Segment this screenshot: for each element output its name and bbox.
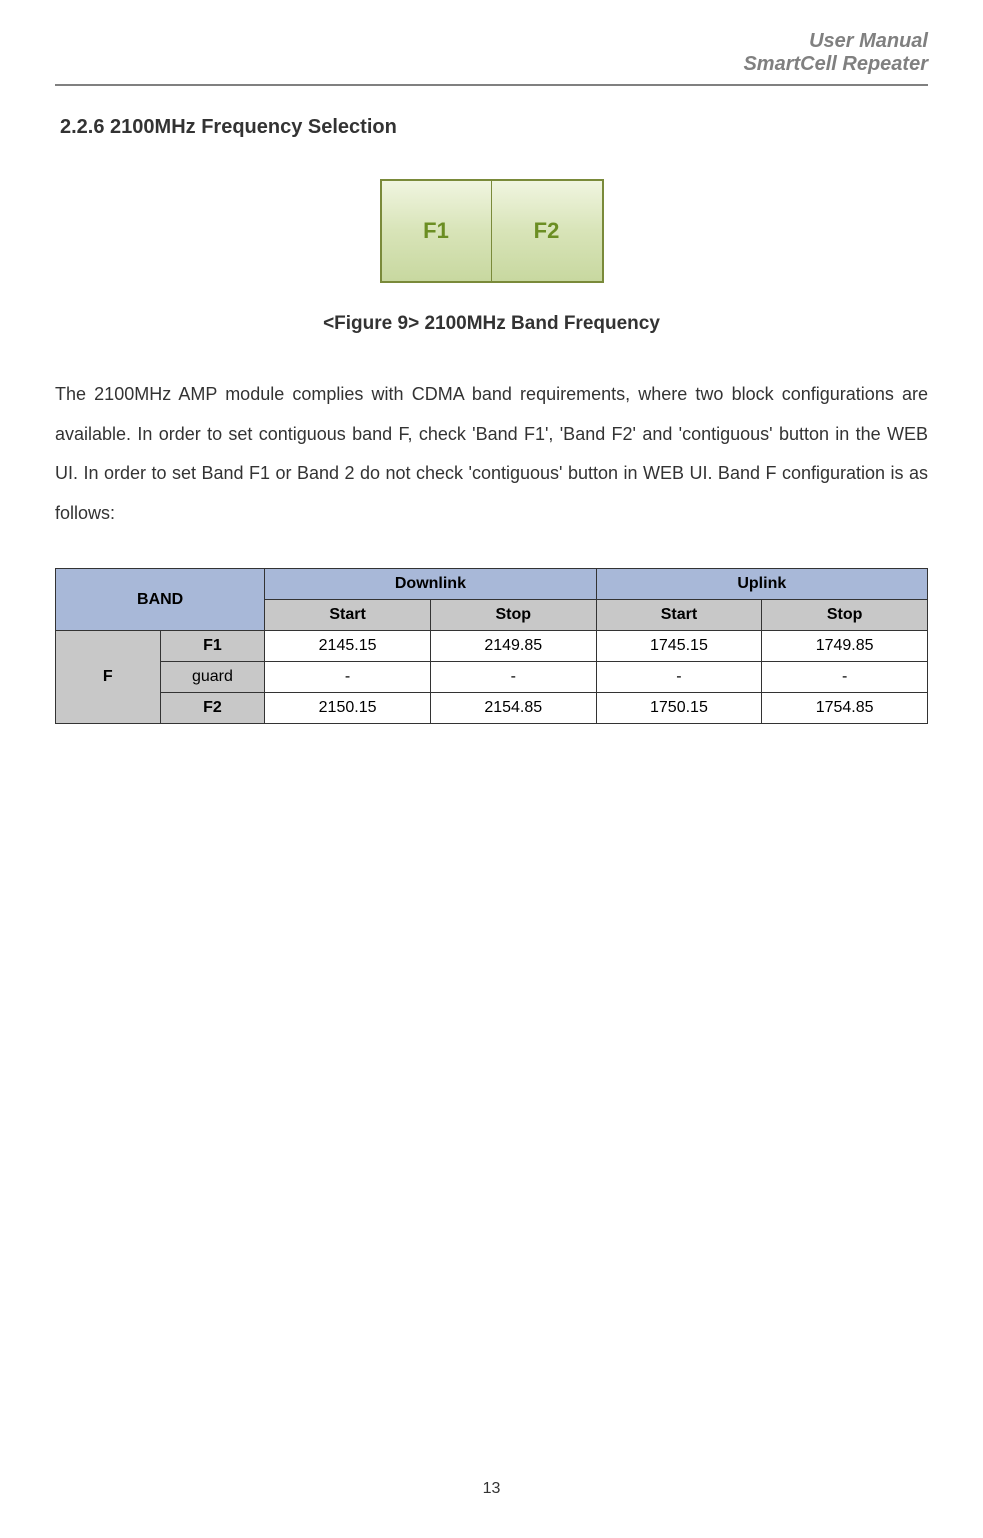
frequency-button-f1[interactable]: F1 [382, 181, 492, 281]
table-data-cell: 2149.85 [430, 631, 596, 662]
table-row: F2 2150.15 2154.85 1750.15 1754.85 [56, 693, 928, 724]
table-row: guard - - - - [56, 662, 928, 693]
table-data-cell: 1745.15 [596, 631, 762, 662]
section-heading: 2.2.6 2100MHz Frequency Selection [60, 116, 928, 139]
table-subband-cell: F2 [160, 693, 265, 724]
body-paragraph: The 2100MHz AMP module complies with CDM… [55, 375, 928, 533]
frequency-button-f2[interactable]: F2 [492, 181, 602, 281]
table-data-cell: - [596, 662, 762, 693]
table-data-cell: 2150.15 [265, 693, 431, 724]
table-band-cell: F [56, 631, 161, 724]
document-header: User Manual SmartCell Repeater [55, 30, 928, 76]
header-divider [55, 84, 928, 86]
table-data-cell: - [430, 662, 596, 693]
frequency-table: BAND Downlink Uplink Start Stop Start St… [55, 568, 928, 724]
table-data-cell: 2154.85 [430, 693, 596, 724]
table-data-cell: 2145.15 [265, 631, 431, 662]
table-data-cell: 1754.85 [762, 693, 928, 724]
table-data-cell: - [265, 662, 431, 693]
table-header-dl-stop: Stop [430, 600, 596, 631]
table-header-ul-stop: Stop [762, 600, 928, 631]
table-data-cell: 1749.85 [762, 631, 928, 662]
table-row: F F1 2145.15 2149.85 1745.15 1749.85 [56, 631, 928, 662]
table-data-cell: - [762, 662, 928, 693]
table-subband-cell: F1 [160, 631, 265, 662]
header-title-2: SmartCell Repeater [55, 53, 928, 76]
table-header-band: BAND [56, 569, 265, 631]
figure-caption: <Figure 9> 2100MHz Band Frequency [55, 313, 928, 335]
table-header-uplink: Uplink [596, 569, 927, 600]
table-data-cell: 1750.15 [596, 693, 762, 724]
table-header-ul-start: Start [596, 600, 762, 631]
page-number: 13 [0, 1480, 983, 1498]
header-title-1: User Manual [55, 30, 928, 53]
table-subband-cell: guard [160, 662, 265, 693]
frequency-button-group: F1 F2 [380, 179, 604, 283]
figure-container: F1 F2 [55, 179, 928, 283]
table-header-row-1: BAND Downlink Uplink [56, 569, 928, 600]
table-header-downlink: Downlink [265, 569, 596, 600]
table-header-dl-start: Start [265, 600, 431, 631]
